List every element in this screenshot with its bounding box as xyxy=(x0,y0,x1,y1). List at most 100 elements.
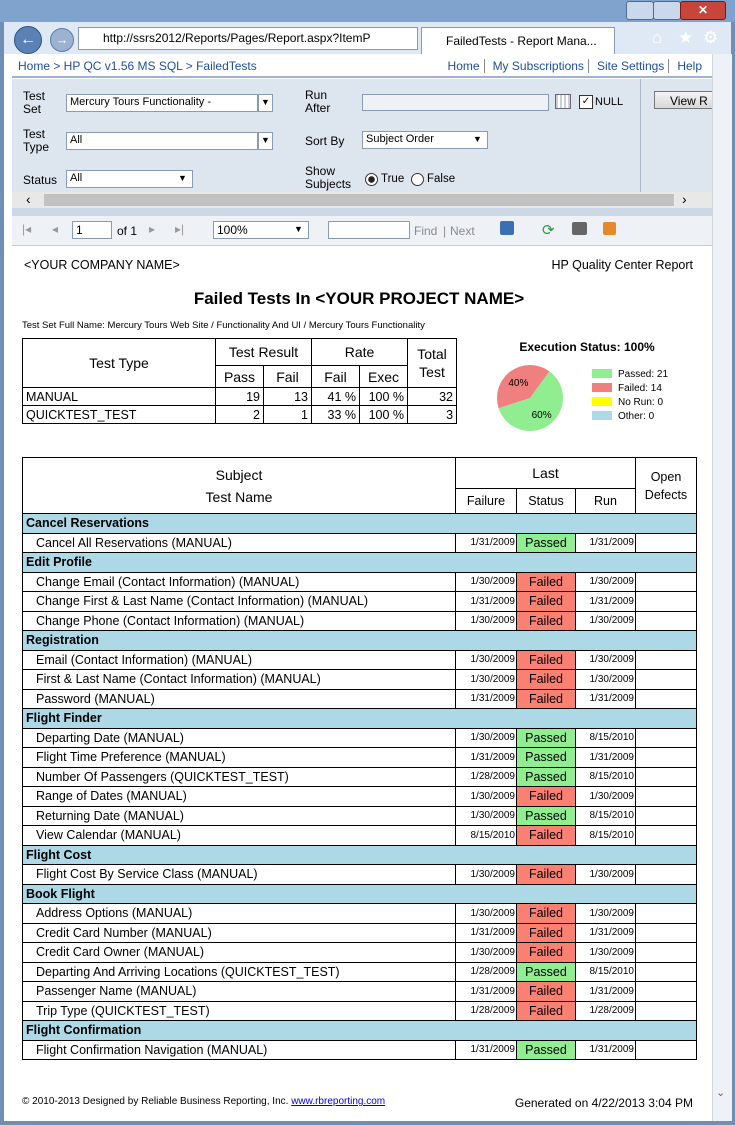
sort-by-select[interactable]: Subject Order xyxy=(362,131,488,149)
find-button[interactable]: Find xyxy=(414,224,438,238)
maximize-button[interactable] xyxy=(653,1,681,20)
first-page[interactable]: |◂ xyxy=(22,222,32,236)
run-after-input[interactable] xyxy=(362,94,549,111)
back-button[interactable]: ← xyxy=(14,26,42,54)
test-row: Cancel All Reservations (MANUAL) 1/31/200… xyxy=(22,532,697,553)
detail-table: Subject Test Name Last Open Defects Failure S… xyxy=(22,457,697,1060)
view-report-button[interactable]: View R xyxy=(654,91,712,109)
failure-date: 1/30/2009 xyxy=(455,903,517,924)
vertical-scrollbar[interactable] xyxy=(712,54,732,1121)
header-text: Subject xyxy=(215,466,263,483)
calendar-icon[interactable] xyxy=(555,94,571,109)
close-button[interactable]: ✕ xyxy=(680,1,726,20)
export-icon[interactable] xyxy=(500,221,514,235)
page-input[interactable]: 1 xyxy=(72,221,112,239)
last-page[interactable]: ▸| xyxy=(175,222,185,236)
test-name: Flight Confirmation Navigation (MANUAL) xyxy=(22,1039,456,1060)
forward-button[interactable]: → xyxy=(50,28,74,52)
pie-slice xyxy=(497,365,550,409)
test-row: Flight Confirmation Navigation (MANUAL) 1… xyxy=(22,1039,697,1060)
summary-cell: MANUAL xyxy=(22,387,216,406)
print-icon[interactable] xyxy=(572,222,587,235)
status-cell: Failed xyxy=(516,903,576,924)
defects-cell xyxy=(635,805,697,826)
failure-date: 1/30/2009 xyxy=(455,942,517,963)
test-name: Returning Date (MANUAL) xyxy=(22,805,456,826)
test-name: Change Email (Contact Information) (MANU… xyxy=(22,571,456,592)
next-button[interactable]: Next xyxy=(450,224,475,238)
summary-cell: 2 xyxy=(215,405,264,424)
summary-cell: 100 % xyxy=(358,387,409,406)
address-bar[interactable]: http://ssrs2012/Reports/Pages/Report.asp… xyxy=(78,27,418,50)
radio-false[interactable] xyxy=(411,173,424,186)
scroll-right[interactable]: › xyxy=(682,191,687,207)
nav-link[interactable]: Help xyxy=(677,59,702,73)
breadcrumb[interactable]: Home > HP QC v1.56 MS SQL > FailedTests xyxy=(18,59,257,73)
next-page[interactable]: ▸ xyxy=(149,222,156,236)
status-cell: Passed xyxy=(516,747,576,768)
group-cell: Registration xyxy=(22,630,697,651)
group-cell: Flight Cost xyxy=(22,844,697,865)
pie-title: Execution Status: 100% xyxy=(519,340,655,354)
browser-tab[interactable]: FailedTests - Report Mana... xyxy=(421,27,615,54)
favorites-icon[interactable]: ★ xyxy=(678,28,694,47)
radio-true[interactable] xyxy=(365,173,378,186)
minimize-button[interactable] xyxy=(626,1,654,20)
nav-link[interactable]: Site Settings xyxy=(596,59,665,73)
failure-date: 1/31/2009 xyxy=(455,922,517,943)
label: Run After xyxy=(305,88,331,115)
header-cell: Failure xyxy=(455,488,517,514)
dropdown-arrow[interactable]: ▼ xyxy=(258,132,273,150)
test-row: Returning Date (MANUAL) 1/30/2009 Passed 8/… xyxy=(22,805,697,826)
prev-page[interactable]: ◂ xyxy=(52,222,59,236)
splitter[interactable] xyxy=(12,208,712,216)
refresh-icon[interactable]: ⟳ xyxy=(542,222,555,239)
defects-cell xyxy=(635,922,697,943)
nav-link[interactable]: My Subscriptions xyxy=(492,59,584,73)
find-input[interactable] xyxy=(328,221,410,239)
zoom-select[interactable]: 100% xyxy=(213,221,309,239)
website-link[interactable]: www.rbreporting.com xyxy=(291,1096,386,1107)
legend-label: No Run: 0 xyxy=(618,397,663,408)
tab-title: FailedTests - Report Mana... xyxy=(446,34,597,48)
header-cell: Run xyxy=(575,488,636,514)
status-select[interactable]: All xyxy=(66,170,193,188)
failure-date: 1/31/2009 xyxy=(455,747,517,768)
legend-label: Passed: 21 xyxy=(618,369,668,380)
failure-date: 1/28/2009 xyxy=(455,1000,517,1021)
run-date: 1/30/2009 xyxy=(575,864,636,885)
dropdown-arrow: ▼ xyxy=(294,224,303,234)
status-cell: Failed xyxy=(516,610,576,631)
group-cell: Book Flight xyxy=(22,883,697,904)
summary-table: Test Type Test Result Rate Total Test Pass Fa… xyxy=(22,338,458,424)
defects-cell xyxy=(635,825,697,846)
failure-date: 1/30/2009 xyxy=(455,805,517,826)
status-cell: Failed xyxy=(516,571,576,592)
scroll-thumb[interactable] xyxy=(44,194,674,206)
summary-row: MANUAL 19 13 41 % 100 % 32 xyxy=(22,387,458,406)
test-name: First & Last Name (Contact Information) … xyxy=(22,669,456,690)
failure-date: 1/30/2009 xyxy=(455,727,517,748)
test-set-select[interactable]: Mercury Tours Functionality - xyxy=(66,94,258,112)
summary-cell: 41 % xyxy=(311,387,360,406)
status-cell: Passed xyxy=(516,961,576,982)
atom-icon[interactable] xyxy=(603,222,616,235)
nav-link[interactable]: Home xyxy=(447,59,480,73)
header-cell: Last xyxy=(455,457,636,489)
null-checkbox[interactable]: ✓ xyxy=(579,95,593,109)
settings-icon[interactable]: ⚙ xyxy=(703,28,719,47)
test-name: Credit Card Number (MANUAL) xyxy=(22,922,456,943)
test-name: Passenger Name (MANUAL) xyxy=(22,981,456,1002)
summary-cell: 32 xyxy=(407,387,458,406)
status-cell: Passed xyxy=(516,766,576,787)
dropdown-arrow[interactable]: ▼ xyxy=(258,94,273,112)
scroll-left[interactable]: ‹ xyxy=(26,191,31,207)
run-date: 1/30/2009 xyxy=(575,903,636,924)
test-type-select[interactable]: All xyxy=(66,132,258,150)
slice-label: 60% xyxy=(532,410,552,421)
label: True xyxy=(381,173,405,185)
test-row: Credit Card Number (MANUAL) 1/31/2009 Fail… xyxy=(22,922,697,943)
scroll-down-arrow[interactable]: ⌄ xyxy=(716,1087,726,1099)
home-icon[interactable]: ⌂ xyxy=(652,28,663,47)
defects-cell xyxy=(635,942,697,963)
